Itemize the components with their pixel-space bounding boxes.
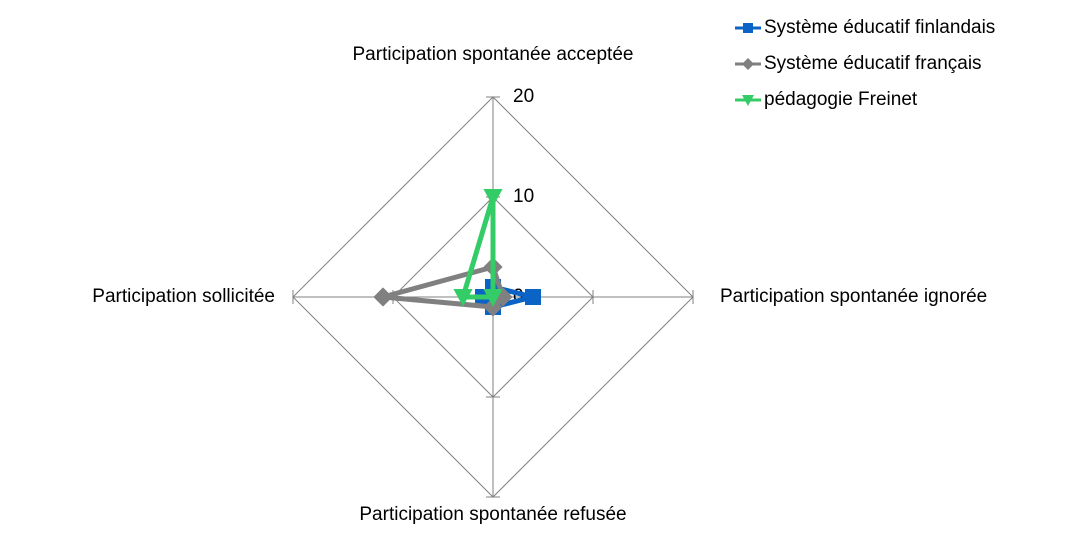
data-point (373, 287, 393, 307)
legend-marker (743, 23, 753, 33)
legend-label: Système éducatif français (764, 53, 982, 74)
category-label: Participation spontanée refusée (359, 504, 626, 525)
legend-label: pédagogie Freinet (764, 89, 918, 110)
legend-label: Système éducatif finlandais (764, 17, 995, 38)
data-point (453, 289, 473, 307)
r-tick-label: 20 (513, 86, 534, 107)
data-point (483, 189, 503, 207)
r-tick-label: 10 (513, 186, 534, 207)
category-label: Participation sollicitée (92, 286, 275, 307)
category-label: Participation spontanée acceptée (353, 44, 634, 65)
series-line (459, 196, 496, 300)
r-tick-label: 0 (513, 286, 524, 307)
legend-marker (742, 95, 754, 106)
data-point (483, 289, 503, 307)
legend-marker (742, 58, 754, 70)
category-label: Participation spontanée ignorée (720, 286, 987, 307)
data-point (483, 297, 503, 317)
data-point (525, 289, 541, 305)
